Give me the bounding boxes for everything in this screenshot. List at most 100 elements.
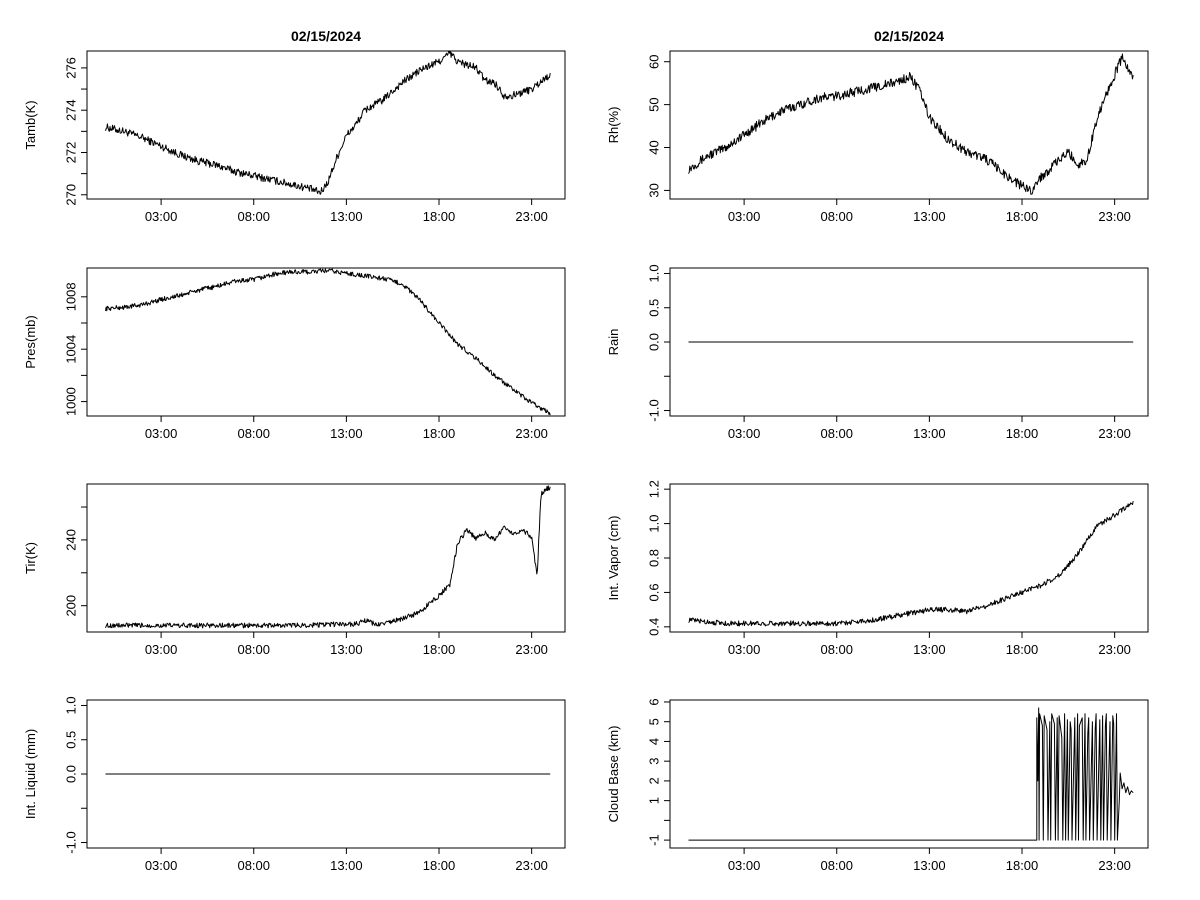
panel-vapor: Int. Vapor (cm) 03:00 08:00 13:00 18:00 23:00… — [606, 480, 1149, 657]
y-axis-label-rh: Rh(%) — [606, 107, 621, 144]
y-axis-label-tamb: Tamb(K) — [23, 100, 38, 149]
x-tick-label-rh: 13:00 — [913, 209, 946, 224]
y-tick-label-liquid: 0.0 — [64, 765, 79, 783]
x-tick-label-rh: 08:00 — [820, 209, 853, 224]
series-line-tamb — [105, 50, 551, 195]
y-tick-label-liquid: 0.5 — [64, 731, 79, 749]
panel-pres: Pres(mb) 03:00 08:00 13:00 18:00 23:00 1000 100… — [23, 267, 566, 441]
series-line-cloud — [688, 707, 1134, 841]
y-tick-label-liquid: -1.0 — [64, 831, 79, 853]
chart-title-rh: 02/15/2024 — [874, 28, 944, 44]
x-tick-label-vapor: 08:00 — [820, 642, 853, 657]
y-tick-label-cloud: 2 — [647, 777, 662, 784]
x-tick-label-cloud: 08:00 — [820, 858, 853, 873]
panel-cloud: Cloud Base (km) 03:00 08:00 13:00 18:00 23:00… — [606, 698, 1149, 873]
x-tick-label-rain: 08:00 — [820, 426, 853, 441]
y-tick-label-cloud: 5 — [647, 718, 662, 725]
y-tick-label-rain: 1.0 — [647, 264, 662, 282]
x-tick-label-liquid: 13:00 — [330, 858, 363, 873]
y-tick-label-pres: 1004 — [64, 335, 79, 364]
x-tick-label-rain: 13:00 — [913, 426, 946, 441]
x-tick-label-rain: 03:00 — [728, 426, 761, 441]
y-tick-label-rh: 40 — [647, 140, 662, 154]
y-tick-label-cloud: 3 — [647, 758, 662, 765]
x-tick-label-tamb: 13:00 — [330, 209, 363, 224]
y-tick-label-tamb: 270 — [64, 184, 79, 206]
plot-frame-pres — [86, 267, 566, 417]
x-tick-label-tamb: 18:00 — [423, 209, 456, 224]
y-axis-label-tir: Tir(K) — [23, 542, 38, 574]
chart-title-tamb: 02/15/2024 — [291, 28, 361, 44]
x-tick-label-pres: 08:00 — [237, 426, 270, 441]
plot-frame-vapor — [669, 483, 1149, 633]
y-tick-label-tir: 200 — [64, 595, 79, 617]
y-tick-label-vapor: 0.8 — [647, 549, 662, 567]
y-tick-label-rain: 0.0 — [647, 333, 662, 351]
x-tick-label-tamb: 08:00 — [237, 209, 270, 224]
x-tick-label-tir: 08:00 — [237, 642, 270, 657]
series-line-vapor — [688, 500, 1134, 627]
plot-frame-tamb — [86, 50, 566, 200]
y-tick-label-vapor: 1.2 — [647, 480, 662, 498]
plot-frame-rh — [669, 50, 1149, 200]
x-tick-label-liquid: 18:00 — [423, 858, 456, 873]
y-tick-label-pres: 1008 — [64, 282, 79, 311]
y-tick-label-vapor: 0.4 — [647, 618, 662, 636]
x-tick-label-tir: 03:00 — [145, 642, 178, 657]
y-axis-label-cloud: Cloud Base (km) — [606, 726, 621, 823]
y-tick-label-vapor: 0.6 — [647, 583, 662, 601]
y-tick-label-liquid: 1.0 — [64, 696, 79, 714]
x-tick-label-pres: 23:00 — [515, 426, 548, 441]
y-tick-label-pres: 1000 — [64, 387, 79, 416]
x-tick-label-rh: 03:00 — [728, 209, 761, 224]
x-tick-label-vapor: 23:00 — [1098, 642, 1131, 657]
y-tick-label-cloud: 4 — [647, 738, 662, 745]
y-tick-label-tamb: 272 — [64, 142, 79, 164]
y-tick-label-cloud: 6 — [647, 698, 662, 705]
x-tick-label-tamb: 03:00 — [145, 209, 178, 224]
y-tick-label-rh: 30 — [647, 183, 662, 197]
series-line-pres — [105, 268, 551, 416]
y-tick-label-rain: 0.5 — [647, 299, 662, 317]
x-tick-label-cloud: 23:00 — [1098, 858, 1131, 873]
x-tick-label-cloud: 03:00 — [728, 858, 761, 873]
x-tick-label-rh: 18:00 — [1006, 209, 1039, 224]
y-tick-label-cloud: 1 — [647, 797, 662, 804]
y-tick-label-tir: 240 — [64, 529, 79, 551]
x-tick-label-tir: 18:00 — [423, 642, 456, 657]
y-tick-label-rain: -1.0 — [647, 399, 662, 421]
y-tick-label-rh: 50 — [647, 97, 662, 111]
y-tick-label-vapor: 1.0 — [647, 515, 662, 533]
series-line-rh — [688, 53, 1134, 195]
x-tick-label-vapor: 18:00 — [1006, 642, 1039, 657]
panel-rh: 02/15/2024 Rh(%) 03:00 08:00 13:00 18:00 23:00… — [606, 28, 1149, 224]
x-tick-label-pres: 18:00 — [423, 426, 456, 441]
x-tick-label-cloud: 13:00 — [913, 858, 946, 873]
panel-tir: Tir(K) 03:00 08:00 13:00 18:00 23:00 200 240 — [23, 483, 566, 657]
panel-tamb: 02/15/2024 Tamb(K) 03:00 08:00 13:00 18:00 23:… — [23, 28, 566, 224]
x-tick-label-tir: 23:00 — [515, 642, 548, 657]
y-axis-label-liquid: Int. Liquid (mm) — [23, 729, 38, 819]
x-tick-label-vapor: 03:00 — [728, 642, 761, 657]
x-tick-label-tir: 13:00 — [330, 642, 363, 657]
x-tick-label-cloud: 18:00 — [1006, 858, 1039, 873]
y-tick-label-tamb: 276 — [64, 57, 79, 79]
x-tick-label-rain: 18:00 — [1006, 426, 1039, 441]
y-axis-label-pres: Pres(mb) — [23, 315, 38, 368]
x-tick-label-pres: 13:00 — [330, 426, 363, 441]
x-tick-label-liquid: 03:00 — [145, 858, 178, 873]
x-tick-label-liquid: 08:00 — [237, 858, 270, 873]
plot-frame-cloud — [669, 699, 1149, 849]
x-tick-label-rh: 23:00 — [1098, 209, 1131, 224]
panel-rain: Rain 03:00 08:00 13:00 18:00 23:00 -1.0 0.0 0.5 1… — [606, 264, 1149, 441]
x-tick-label-tamb: 23:00 — [515, 209, 548, 224]
x-tick-label-vapor: 13:00 — [913, 642, 946, 657]
y-axis-label-vapor: Int. Vapor (cm) — [606, 515, 621, 600]
y-tick-label-rh: 60 — [647, 54, 662, 68]
panel-liquid: Int. Liquid (mm) 03:00 08:00 13:00 18:00 23:0… — [23, 696, 566, 873]
y-tick-label-cloud: -1 — [647, 834, 662, 846]
y-axis-label-rain: Rain — [606, 329, 621, 356]
series-line-tir — [105, 485, 551, 629]
x-tick-label-liquid: 23:00 — [515, 858, 548, 873]
